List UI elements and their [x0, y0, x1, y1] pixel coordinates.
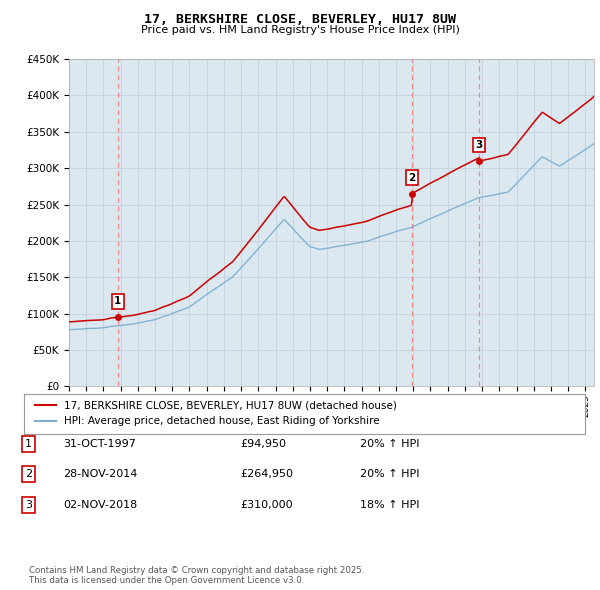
Text: 17, BERKSHIRE CLOSE, BEVERLEY, HU17 8UW: 17, BERKSHIRE CLOSE, BEVERLEY, HU17 8UW: [144, 13, 456, 26]
Text: 31-OCT-1997: 31-OCT-1997: [63, 439, 136, 448]
Text: 1: 1: [114, 296, 121, 306]
Text: Contains HM Land Registry data © Crown copyright and database right 2025.
This d: Contains HM Land Registry data © Crown c…: [29, 566, 364, 585]
Text: 18% ↑ HPI: 18% ↑ HPI: [360, 500, 419, 510]
Text: 2: 2: [25, 470, 32, 479]
Text: 28-NOV-2014: 28-NOV-2014: [63, 470, 137, 479]
Text: 3: 3: [476, 140, 483, 150]
Text: £310,000: £310,000: [240, 500, 293, 510]
Legend: 17, BERKSHIRE CLOSE, BEVERLEY, HU17 8UW (detached house), HPI: Average price, de: 17, BERKSHIRE CLOSE, BEVERLEY, HU17 8UW …: [32, 398, 400, 430]
Text: £264,950: £264,950: [240, 470, 293, 479]
Text: £94,950: £94,950: [240, 439, 286, 448]
Text: 20% ↑ HPI: 20% ↑ HPI: [360, 470, 419, 479]
Text: 02-NOV-2018: 02-NOV-2018: [63, 500, 137, 510]
Text: 2: 2: [408, 173, 415, 183]
Text: 20% ↑ HPI: 20% ↑ HPI: [360, 439, 419, 448]
Text: 3: 3: [25, 500, 32, 510]
Text: 1: 1: [25, 439, 32, 448]
Text: Price paid vs. HM Land Registry's House Price Index (HPI): Price paid vs. HM Land Registry's House …: [140, 25, 460, 35]
